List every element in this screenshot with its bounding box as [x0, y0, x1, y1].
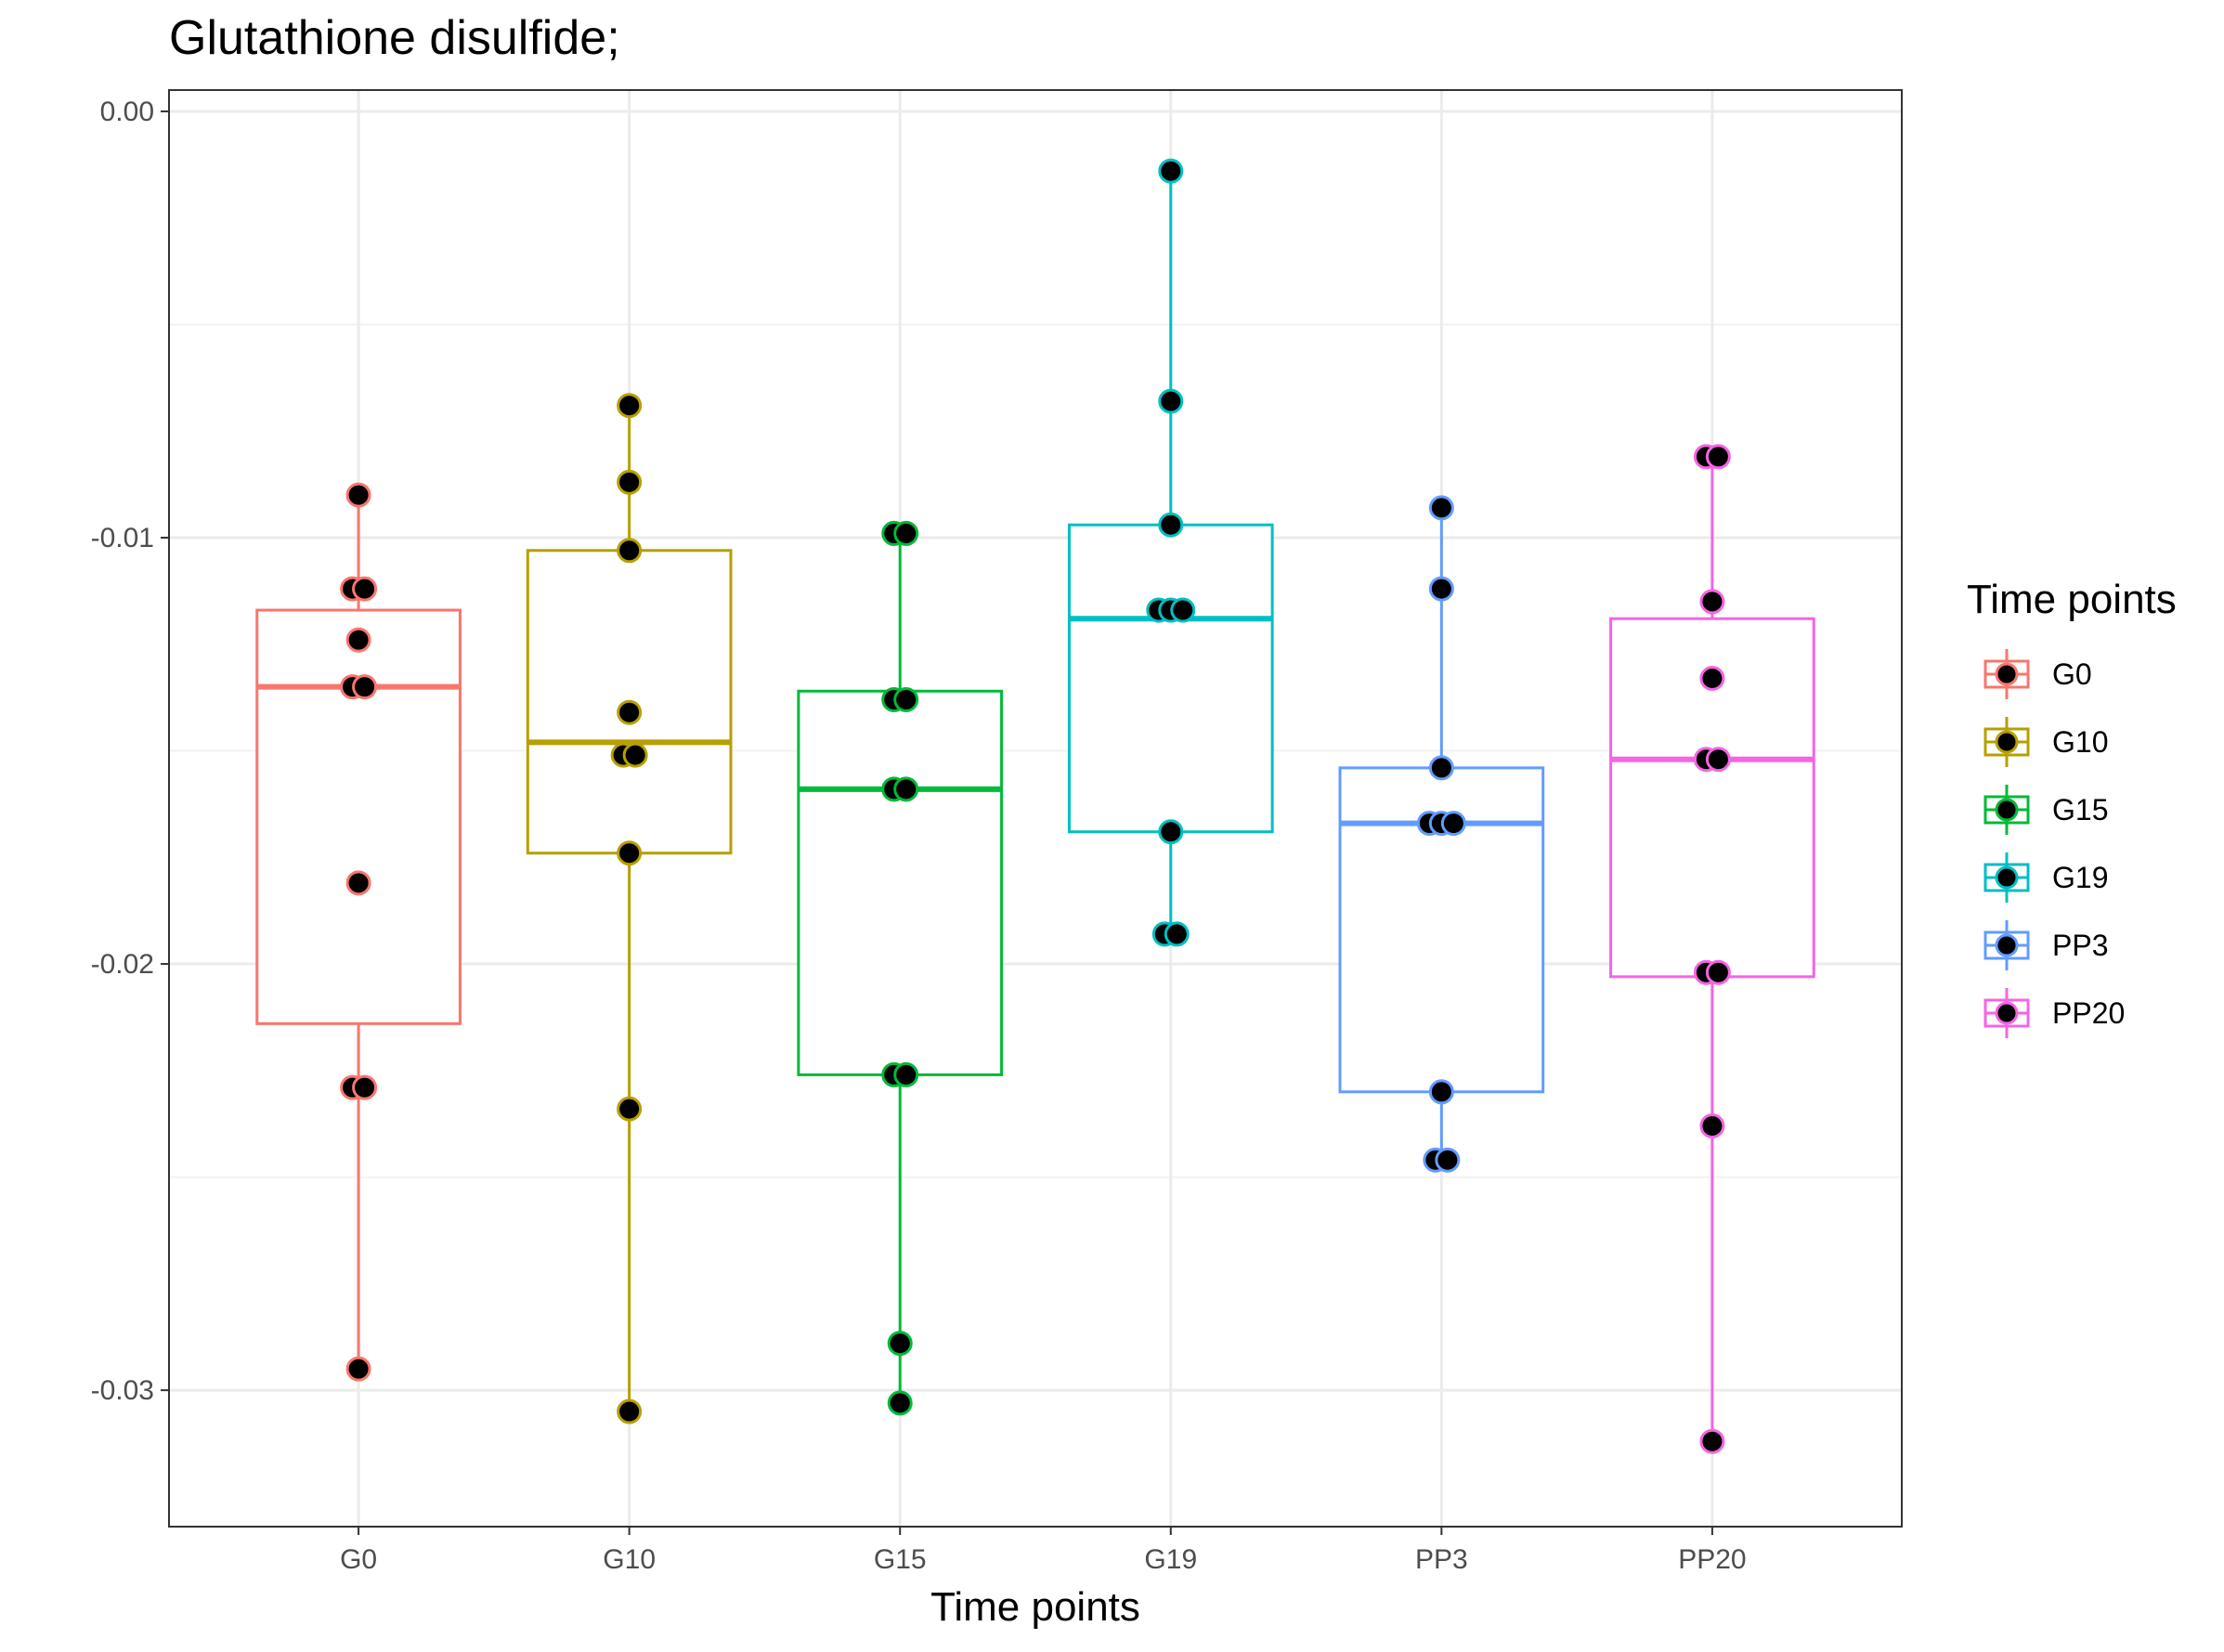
y-tick-label: 0.00	[100, 97, 154, 127]
legend-key-point	[1995, 865, 2019, 890]
data-point	[617, 1398, 643, 1424]
data-point	[887, 1390, 913, 1416]
data-point	[1158, 158, 1184, 184]
data-point	[1164, 921, 1190, 947]
data-point	[617, 1096, 643, 1122]
legend-item-pp3: PP3	[1980, 918, 2108, 972]
box-group-g19	[1067, 158, 1274, 947]
plot-panel-border	[168, 89, 1903, 1528]
data-point	[352, 674, 378, 700]
data-point	[352, 1074, 378, 1100]
legend: Time points G0 G10 G15 G19 PP3 PP20	[1967, 577, 2177, 1040]
data-point	[1699, 1112, 1725, 1138]
x-axis-title: Time points	[930, 1584, 1140, 1630]
data-point	[893, 520, 919, 546]
data-point	[1158, 388, 1184, 414]
legend-item-g19: G19	[1980, 851, 2108, 904]
box-iqr	[1067, 523, 1274, 834]
legend-label: PP3	[2052, 929, 2108, 962]
box-iqr	[255, 608, 462, 1025]
box-series	[255, 158, 1815, 1454]
data-point	[617, 699, 643, 725]
y-tick-label: -0.01	[91, 523, 154, 553]
data-point	[1158, 512, 1184, 538]
data-point	[617, 469, 643, 495]
data-point	[345, 1356, 371, 1382]
x-tick-label: G0	[340, 1544, 377, 1575]
data-point	[1705, 747, 1731, 773]
y-tick-label: -0.02	[91, 949, 154, 980]
data-point	[1435, 1147, 1461, 1173]
data-point	[1705, 959, 1731, 985]
data-point	[1170, 597, 1196, 623]
data-point	[1428, 576, 1454, 602]
data-point	[887, 1331, 913, 1357]
legend-item-g10: G10	[1980, 715, 2108, 769]
data-point	[1428, 495, 1454, 521]
data-point	[1428, 755, 1454, 781]
y-axis: 0.00 -0.01 -0.02 -0.03	[91, 97, 169, 1406]
data-point	[1428, 1079, 1454, 1105]
legend-item-pp20: PP20	[1980, 986, 2125, 1040]
legend-key-point	[1995, 1001, 2019, 1025]
box-group-pp20	[1609, 444, 1815, 1454]
legend-key-point	[1995, 730, 2019, 754]
chart-title: Glutathione disulfide;	[169, 11, 620, 65]
legend-label: G19	[2052, 861, 2108, 894]
data-point	[893, 1061, 919, 1087]
legend-key-point	[1995, 662, 2019, 686]
legend-label: G0	[2052, 657, 2092, 691]
data-point	[345, 870, 371, 896]
x-tick-label: G15	[874, 1544, 927, 1575]
legend-title: Time points	[1967, 577, 2177, 622]
y-tick-label: -0.03	[91, 1375, 154, 1406]
legend-label: G15	[2052, 793, 2108, 826]
data-point	[893, 686, 919, 712]
legend-item-g15: G15	[1980, 783, 2108, 837]
data-point	[1158, 819, 1184, 845]
box-group-g10	[526, 393, 733, 1424]
x-tick-label: G19	[1144, 1544, 1197, 1575]
data-point	[617, 393, 643, 419]
box-iqr	[797, 689, 1004, 1076]
legend-item-g0: G0	[1980, 647, 2092, 701]
data-point	[352, 576, 378, 602]
box-group-pp3	[1338, 495, 1545, 1173]
data-point	[1699, 1428, 1725, 1454]
legend-key-point	[1995, 933, 2019, 957]
x-tick-label: G10	[603, 1544, 656, 1575]
legend-label: PP20	[2052, 996, 2125, 1030]
data-point	[893, 776, 919, 802]
x-tick-label: PP20	[1678, 1544, 1746, 1575]
data-point	[617, 840, 643, 866]
x-tick-label: PP3	[1415, 1544, 1468, 1575]
box-group-g0	[255, 482, 462, 1382]
data-point	[345, 482, 371, 508]
legend-label: G10	[2052, 725, 2108, 759]
data-point	[1440, 811, 1466, 837]
x-axis: G0 G10 G15 G19 PP3 PP20	[340, 1527, 1747, 1575]
box-group-g15	[797, 520, 1004, 1416]
data-point	[1705, 444, 1731, 470]
data-point	[617, 538, 643, 564]
legend-key-point	[1995, 798, 2019, 822]
data-point	[345, 627, 371, 653]
data-point	[1699, 589, 1725, 615]
data-point	[1699, 665, 1725, 691]
data-point	[622, 742, 648, 768]
